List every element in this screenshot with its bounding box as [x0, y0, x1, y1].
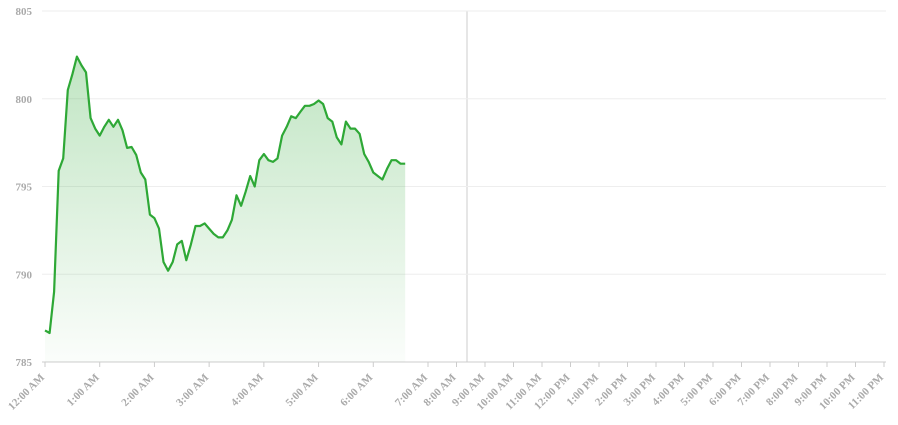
x-tick-label: 5:00 AM [283, 371, 321, 409]
x-tick-label: 4:00 AM [229, 371, 267, 409]
y-tick-label: 795 [16, 182, 33, 194]
x-tick-label: 12:00 AM [6, 371, 48, 413]
area-fill [45, 56, 406, 362]
x-tick-label: 2:00 AM [119, 371, 157, 409]
y-tick-label: 785 [16, 357, 33, 369]
x-tick-label: 3:00 AM [174, 371, 212, 409]
y-tick-label: 790 [16, 269, 33, 281]
x-tick-label: 6:00 AM [338, 371, 376, 409]
y-tick-label: 800 [16, 94, 33, 106]
price-line [44, 55, 406, 335]
x-tick-label: 1:00 AM [65, 371, 103, 409]
y-tick-label: 805 [16, 6, 33, 18]
